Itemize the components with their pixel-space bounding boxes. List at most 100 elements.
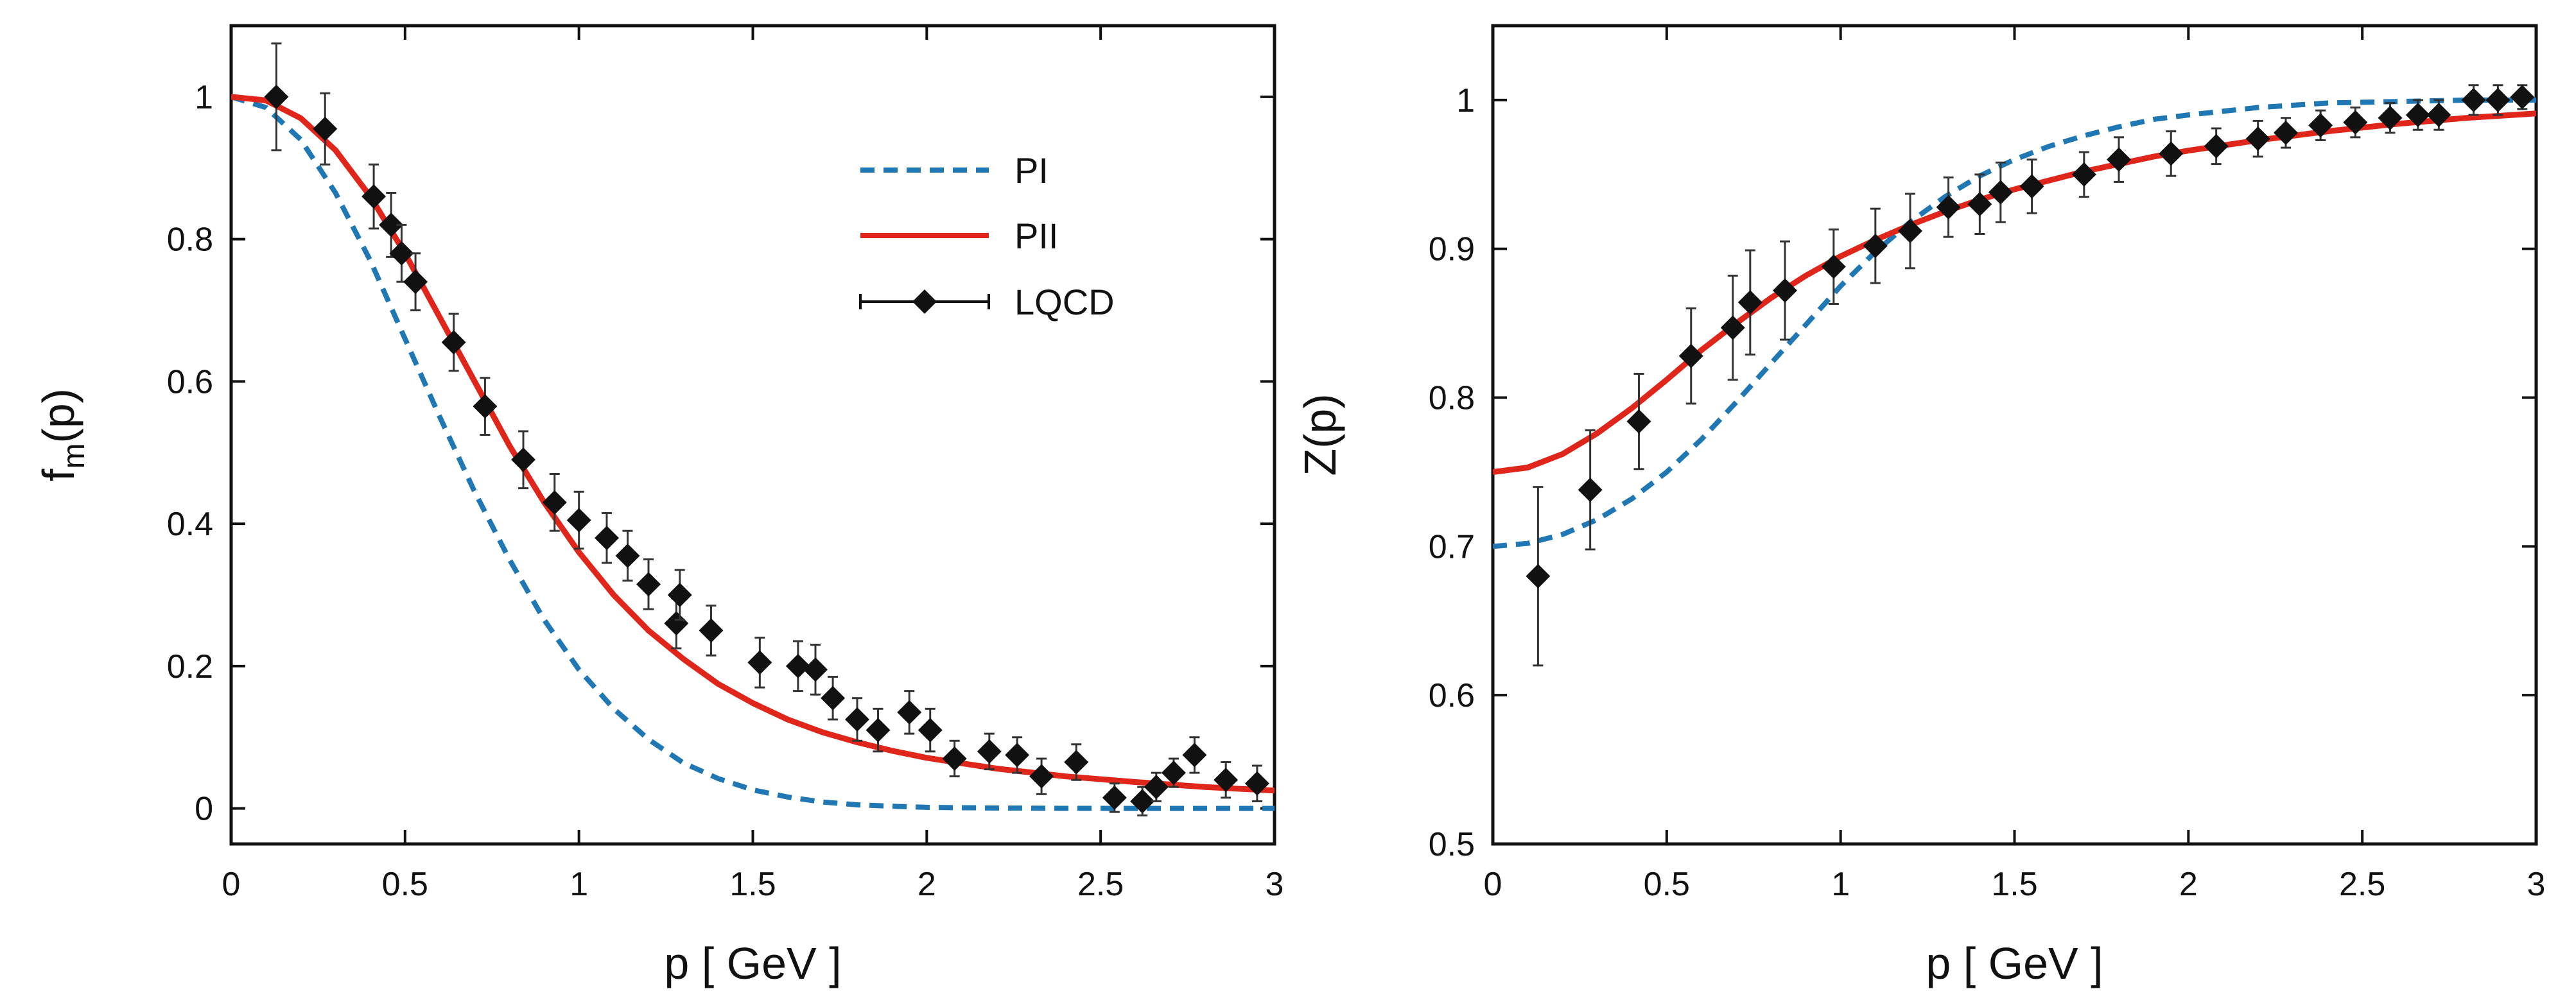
lqcd-point <box>1773 278 1797 303</box>
lqcd-point <box>1161 761 1186 786</box>
plot-frame <box>1491 24 2538 846</box>
y-tick-label: 0.4 <box>167 506 213 543</box>
legend-label-pi: PI <box>1014 150 1049 191</box>
lqcd-point <box>821 685 846 710</box>
lqcd-point <box>785 653 810 678</box>
lqcd-point <box>473 394 498 419</box>
lqcd-point <box>918 718 943 743</box>
lqcd-point <box>1863 234 1888 259</box>
lqcd-point <box>1720 315 1745 340</box>
y-tick-label: 0.6 <box>167 363 213 400</box>
y-axis-title: fm(p) <box>33 388 91 481</box>
y-tick-label: 0.8 <box>167 221 213 259</box>
legend-marker-lqcd <box>912 289 937 314</box>
lqcd-point <box>361 184 387 209</box>
x-tick-label: 0.5 <box>382 866 428 903</box>
lqcd-point <box>2426 103 2451 128</box>
lqcd-point <box>379 212 404 237</box>
lqcd-point <box>2159 141 2184 166</box>
lqcd-point <box>441 330 466 355</box>
x-tick-label: 0 <box>222 866 241 903</box>
x-axis-title: p [ GeV ] <box>1926 938 2103 988</box>
lqcd-point <box>2107 147 2131 172</box>
lqcd-point <box>2510 85 2535 110</box>
lqcd-point <box>747 650 772 675</box>
x-tick-label: 3 <box>2527 866 2546 903</box>
lqcd-point <box>1130 789 1155 814</box>
y-tick-label: 0.9 <box>1429 231 1475 268</box>
x-tick-label: 2 <box>2179 866 2198 903</box>
legend-label-pii: PII <box>1014 216 1058 256</box>
y-tick-label: 0 <box>195 791 213 828</box>
lqcd-point <box>1064 750 1089 775</box>
lqcd-point <box>667 582 692 607</box>
y-tick-label: 1 <box>195 79 213 116</box>
y-tick-label: 0.8 <box>1429 380 1475 417</box>
lqcd-point <box>1144 775 1169 800</box>
lqcd-point <box>1737 290 1762 315</box>
lqcd-point <box>1578 477 1603 503</box>
y-axis-title: Z(p) <box>1295 393 1345 476</box>
lqcd-point <box>313 116 338 141</box>
lqcd-point <box>2308 113 2333 138</box>
plot-area <box>1493 84 2536 667</box>
y-tick-label: 0.5 <box>1429 826 1475 863</box>
pii-curve <box>231 94 1275 794</box>
lqcd-point <box>2378 105 2403 130</box>
lqcd-point <box>1244 771 1269 796</box>
lqcd-point <box>1029 764 1054 789</box>
lqcd-point <box>2245 126 2270 151</box>
lqcd-point <box>977 739 1002 764</box>
y-tick-label: 1 <box>1456 82 1475 119</box>
x-tick-label: 2.5 <box>2339 866 2385 903</box>
panel-left-fm: 0 0.5 1 1.5 2 2.5 3 0 0.2 0.4 0.6 0.8 1 p [ GeV ] fm(p… <box>33 24 1284 988</box>
x-tick-label: 2.5 <box>1077 866 1124 903</box>
lqcd-point <box>2405 103 2430 128</box>
x-axis-title: p [ GeV ] <box>664 938 841 988</box>
lqcd-point <box>403 270 428 295</box>
lqcd-point <box>2071 162 2096 187</box>
x-tick-label: 0.5 <box>1644 866 1690 903</box>
lqcd-point <box>2274 120 2298 145</box>
lqcd-point <box>511 447 535 472</box>
lqcd-point <box>566 508 591 533</box>
y-tick-label: 0.6 <box>1429 677 1475 714</box>
lqcd-point <box>2204 133 2229 159</box>
x-tick-label: 1.5 <box>729 866 776 903</box>
y-axis-title-sub: m <box>57 443 91 469</box>
panel-right-z: 0 0.5 1 1.5 2 2.5 30.50.60.70.80.91p [ GeV ]Z(… <box>1295 24 2546 988</box>
lqcd-point <box>2019 174 2044 199</box>
x-tick-label: 1.5 <box>1991 866 2037 903</box>
plot-frame <box>229 24 1276 846</box>
lqcd-point <box>264 84 289 109</box>
lqcd-point <box>1102 785 1127 810</box>
lqcd-point <box>1967 192 1992 217</box>
legend-label-lqcd: LQCD <box>1014 282 1115 322</box>
lqcd-point <box>845 707 869 732</box>
lqcd-point <box>1626 409 1651 434</box>
x-tick-label: 2 <box>918 866 936 903</box>
plot-area <box>231 42 1275 817</box>
y-axis-title-main: f <box>33 469 83 481</box>
lqcd-point <box>942 746 967 771</box>
lqcd-point <box>1898 218 1922 243</box>
x-tick-label: 1 <box>570 866 588 903</box>
lqcd-point <box>615 543 640 568</box>
x-tick-label: 3 <box>1266 866 1284 903</box>
lqcd-point <box>1936 194 1961 219</box>
pi-curve <box>1493 97 2536 549</box>
lqcd-point <box>699 618 724 643</box>
lqcd-point <box>542 490 567 515</box>
lqcd-point <box>1182 743 1207 768</box>
lqcd-point <box>2343 110 2368 135</box>
lqcd-point <box>1005 743 1030 768</box>
lqcd-point <box>897 700 922 725</box>
lqcd-point <box>866 718 891 743</box>
pi-curve <box>231 94 1275 811</box>
lqcd-point <box>664 611 689 636</box>
lqcd-point <box>803 657 828 682</box>
lqcd-point <box>2461 87 2486 112</box>
lqcd-point <box>389 241 414 266</box>
y-axis-title-main: Z(p) <box>1295 393 1345 476</box>
